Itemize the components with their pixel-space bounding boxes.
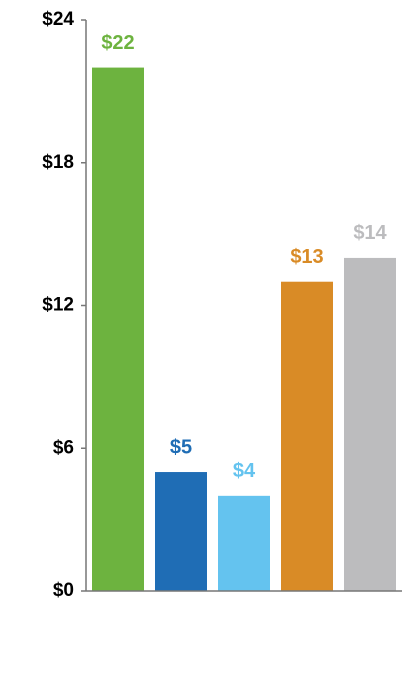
value-label: $5 <box>170 436 192 458</box>
y-tick-label: $18 <box>42 152 74 173</box>
bar <box>155 472 207 591</box>
value-label: $14 <box>353 222 387 244</box>
y-tick-label: $12 <box>42 295 74 316</box>
y-tick-label: $24 <box>42 9 74 30</box>
bar <box>281 281 333 591</box>
value-label: $13 <box>290 246 323 268</box>
y-tick-label: $6 <box>53 437 74 458</box>
value-label: $22 <box>101 32 134 54</box>
value-label: $4 <box>233 460 256 482</box>
bar <box>344 257 396 591</box>
y-tick-label: $0 <box>53 580 74 601</box>
bar <box>92 67 144 592</box>
bar <box>218 495 270 591</box>
